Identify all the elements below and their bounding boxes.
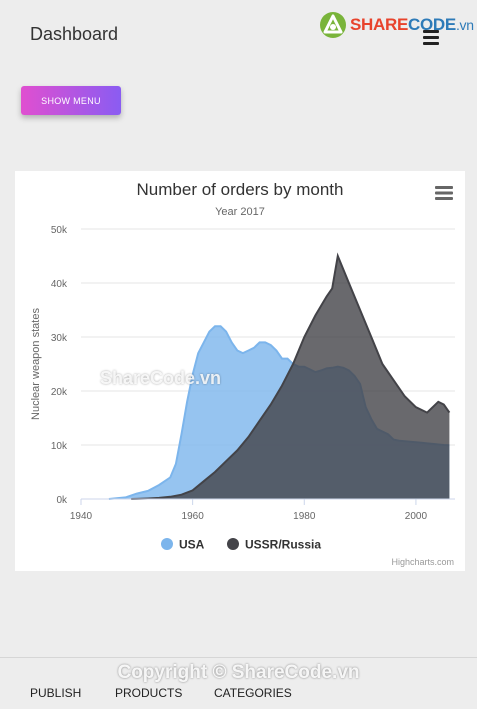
nav-publish[interactable]: PUBLISH — [30, 686, 82, 700]
page-title: Dashboard — [30, 24, 119, 44]
chart-card: Number of orders by month Year 2017 0k 10… — [15, 171, 465, 571]
nav-categories[interactable]: CATEGORIES — [214, 686, 292, 700]
legend-marker — [161, 538, 173, 550]
y-tick-label: 40k — [51, 279, 68, 290]
x-tick-label: 1940 — [70, 511, 93, 522]
hamburger-menu-icon[interactable] — [423, 30, 439, 45]
legend-label: USSR/Russia — [245, 538, 321, 552]
area-chart: Number of orders by month Year 2017 0k 10… — [30, 180, 455, 567]
chart-title: Number of orders by month — [137, 180, 344, 199]
bottom-nav-bar: Copyright © ShareCode.vn PUBLISH PRODUCT… — [0, 657, 477, 709]
show-menu-button[interactable]: SHOW MENU — [21, 86, 121, 115]
chart-subtitle: Year 2017 — [215, 206, 265, 218]
chart-context-menu-icon[interactable] — [435, 186, 453, 200]
sharecode-logo-icon — [320, 12, 346, 38]
y-tick-label: 0k — [56, 495, 68, 506]
legend-label: USA — [179, 538, 205, 552]
x-tick-label: 2000 — [405, 511, 428, 522]
x-tick-label: 1960 — [182, 511, 205, 522]
legend-marker — [227, 538, 239, 550]
legend-item-usa[interactable]: USA — [161, 538, 205, 552]
copyright-watermark: Copyright © ShareCode.vn — [117, 662, 360, 683]
series-area-ussr-russia[interactable] — [131, 256, 450, 499]
y-tick-label: 10k — [51, 441, 68, 452]
top-bar: Dashboard SHARECODE.vn — [0, 0, 477, 70]
y-tick-label: 30k — [51, 333, 68, 344]
series-line-ussr-russia — [131, 252, 451, 500]
sharecode-logo: SHARECODE.vn — [318, 10, 474, 40]
nav-products[interactable]: PRODUCTS — [115, 686, 183, 700]
logo-text: SHARECODE.vn — [350, 15, 474, 34]
chart-credits[interactable]: Highcharts.com — [391, 557, 454, 567]
y-tick-label: 50k — [51, 225, 68, 236]
y-axis-title: Nuclear weapon states — [30, 308, 42, 420]
x-tick-label: 1980 — [293, 511, 316, 522]
legend-item-ussr-russia[interactable]: USSR/Russia — [227, 538, 321, 552]
y-tick-label: 20k — [51, 387, 68, 398]
